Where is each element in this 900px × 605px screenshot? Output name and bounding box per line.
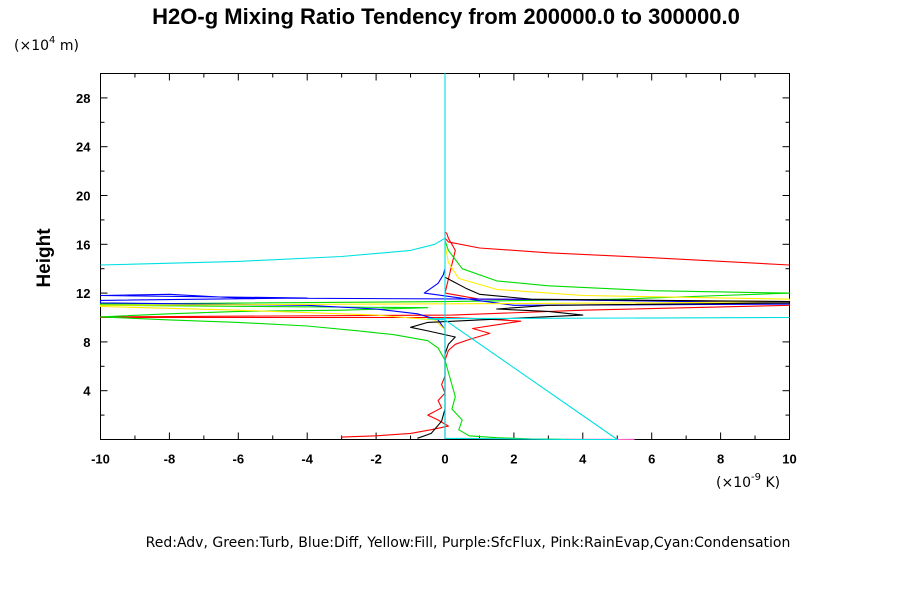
y-tick-label: 16 (76, 237, 90, 252)
x-tick-label: -10 (91, 452, 110, 467)
x-tick-label: 8 (717, 452, 724, 467)
legend-text: Red:Adv, Green:Turb, Blue:Diff, Yellow:F… (146, 535, 791, 551)
x-tick-label: -8 (164, 452, 176, 467)
y-tick-label: 8 (83, 335, 90, 350)
x-unit-label: (×10-9 K) (716, 472, 780, 491)
x-tick-label: 10 (782, 452, 796, 467)
x-tick-label: 2 (510, 452, 517, 467)
y-axis-label: Height (34, 228, 55, 288)
x-tick-label: 0 (441, 452, 448, 467)
x-tick-label: 4 (579, 452, 587, 467)
y-tick-label: 24 (76, 140, 91, 155)
x-tick-label: 6 (648, 452, 655, 467)
y-tick-label: 20 (76, 189, 90, 204)
series-line-condensation (101, 74, 790, 440)
y-tick-label: 28 (76, 91, 90, 106)
x-tick-label: -2 (370, 452, 382, 467)
chart-title: H2O-g Mixing Ratio Tendency from 200000.… (152, 4, 740, 29)
x-tick-label: -6 (233, 452, 245, 467)
y-tick-label: 4 (83, 384, 91, 399)
y-tick-label: 12 (76, 286, 90, 301)
y-unit-label: (×104 m) (14, 35, 79, 54)
series-lines (101, 74, 790, 440)
x-tick-label: -4 (301, 452, 313, 467)
